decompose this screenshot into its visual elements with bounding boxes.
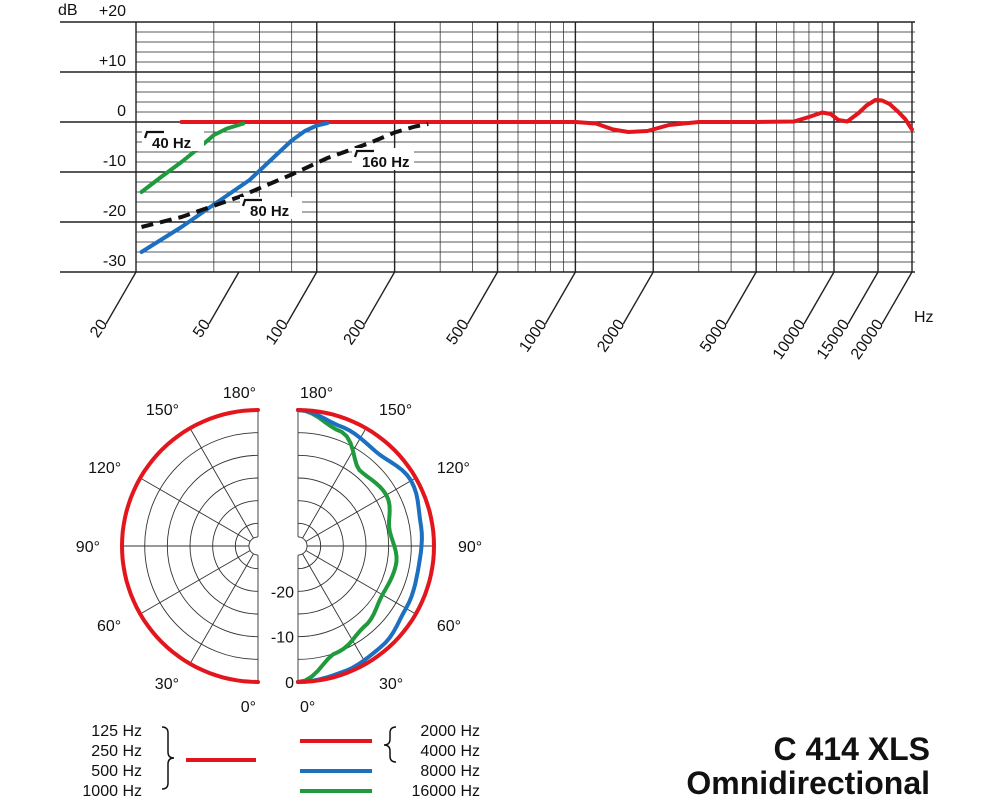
polar-ring bbox=[248, 536, 259, 556]
filter-annotation: 160 Hz bbox=[352, 148, 414, 171]
x-tick-mark bbox=[286, 271, 318, 325]
y-axis-label: dB bbox=[58, 2, 78, 19]
angle-label-left: 90° bbox=[76, 539, 100, 556]
polar-spoke bbox=[139, 550, 251, 615]
x-tick-label: 10000 bbox=[770, 316, 810, 362]
polar-spoke bbox=[189, 553, 254, 665]
polar-ring bbox=[297, 536, 308, 556]
legend-label-right: 2000 Hz bbox=[420, 723, 480, 740]
freq-grid bbox=[60, 21, 915, 325]
series-line bbox=[141, 122, 429, 229]
filter-annotation: 80 Hz bbox=[240, 197, 302, 220]
x-tick-mark bbox=[466, 271, 499, 325]
angle-label-left: 30° bbox=[155, 676, 179, 693]
angle-label-right: 120° bbox=[437, 460, 470, 477]
polar-series-left bbox=[119, 408, 260, 684]
polar-separator bbox=[259, 406, 297, 686]
angle-label-right: 0° bbox=[300, 699, 315, 716]
annotation-background bbox=[240, 197, 302, 219]
annotation-background bbox=[142, 129, 204, 151]
high-pass-symbol bbox=[143, 130, 164, 139]
angle-label-left: 60° bbox=[97, 618, 121, 635]
angle-label-right: 60° bbox=[437, 618, 461, 635]
x-tick-label: 20000 bbox=[848, 316, 888, 362]
y-tick-label: -20 bbox=[103, 203, 126, 220]
legend-label-left: 125 Hz bbox=[91, 723, 142, 740]
polar-db-label: 0 bbox=[285, 675, 294, 692]
polar-db-label: -10 bbox=[271, 630, 294, 647]
x-axis-label: Hz bbox=[914, 309, 934, 326]
polar-spoke bbox=[305, 477, 417, 542]
legend-label-right: 4000 Hz bbox=[420, 743, 480, 760]
legend: 125 Hz 250 Hz 500 Hz 1000 Hz 2000 Hz 4000 Hz 8… bbox=[82, 723, 480, 800]
polar-spoke bbox=[302, 553, 367, 665]
high-pass-symbol bbox=[353, 149, 374, 158]
legend-brace-left bbox=[161, 726, 175, 790]
filter-annotation: 40 Hz bbox=[142, 129, 204, 152]
polar-spoke bbox=[189, 427, 254, 539]
high-pass-symbol bbox=[241, 198, 262, 207]
polar-pattern-chart: 180° 180° 150° 150° 120° 120° 90° 90° 60° 60° 30° 3… bbox=[76, 385, 482, 716]
annotation-label: 40 Hz bbox=[152, 135, 191, 152]
angle-label-right: 90° bbox=[458, 539, 482, 556]
angle-label-right: 150° bbox=[379, 402, 412, 419]
polar-db-label: -20 bbox=[271, 584, 294, 601]
legend-label-left: 500 Hz bbox=[91, 763, 142, 780]
series-line bbox=[139, 121, 330, 254]
legend-label-left: 250 Hz bbox=[91, 743, 142, 760]
y-tick-label: -10 bbox=[103, 153, 126, 170]
x-tick-mark bbox=[208, 271, 240, 325]
x-tick-mark bbox=[105, 271, 137, 325]
x-tick-mark bbox=[881, 271, 913, 325]
polar-right-half bbox=[297, 410, 434, 682]
polar-left-half bbox=[122, 410, 259, 682]
y-tick-label: 0 bbox=[117, 103, 126, 120]
pattern-name: Omnidirectional bbox=[686, 765, 930, 801]
polar-spoke bbox=[302, 427, 367, 539]
x-tick-label: 15000 bbox=[814, 316, 854, 362]
x-tick-mark bbox=[803, 271, 835, 325]
model-name: C 414 XLS bbox=[773, 731, 930, 767]
angle-label-right: 30° bbox=[379, 676, 403, 693]
annotation-label: 80 Hz bbox=[250, 203, 289, 220]
polar-spoke bbox=[139, 477, 251, 542]
angle-label-left: 0° bbox=[241, 699, 256, 716]
y-tick-label: +10 bbox=[99, 53, 126, 70]
legend-label-left: 1000 Hz bbox=[82, 783, 142, 800]
angle-label-left: 150° bbox=[146, 402, 179, 419]
legend-label-right: 8000 Hz bbox=[420, 763, 480, 780]
y-tick-label: -30 bbox=[103, 253, 126, 270]
x-tick-mark bbox=[544, 271, 576, 325]
legend-label-right: 16000 Hz bbox=[412, 783, 481, 800]
title-block: C 414 XLS Omnidirectional bbox=[686, 732, 930, 800]
polar-series-right bbox=[296, 408, 437, 684]
annotation-label: 160 Hz bbox=[362, 154, 410, 171]
polar-series-right bbox=[296, 408, 399, 684]
x-tick-mark bbox=[725, 271, 757, 325]
annotation-background bbox=[352, 148, 414, 170]
legend-brace-right bbox=[383, 726, 397, 763]
y-tick-label: +20 bbox=[99, 3, 126, 20]
series-line bbox=[179, 98, 914, 134]
x-tick-mark bbox=[364, 271, 396, 325]
x-tick-mark bbox=[847, 271, 879, 325]
polar-spoke bbox=[305, 550, 417, 615]
angle-label-left: 180° bbox=[223, 385, 256, 402]
x-tick-mark bbox=[622, 271, 654, 325]
polar-series-right bbox=[296, 408, 424, 684]
angle-label-left: 120° bbox=[88, 460, 121, 477]
angle-label-right: 180° bbox=[300, 385, 333, 402]
